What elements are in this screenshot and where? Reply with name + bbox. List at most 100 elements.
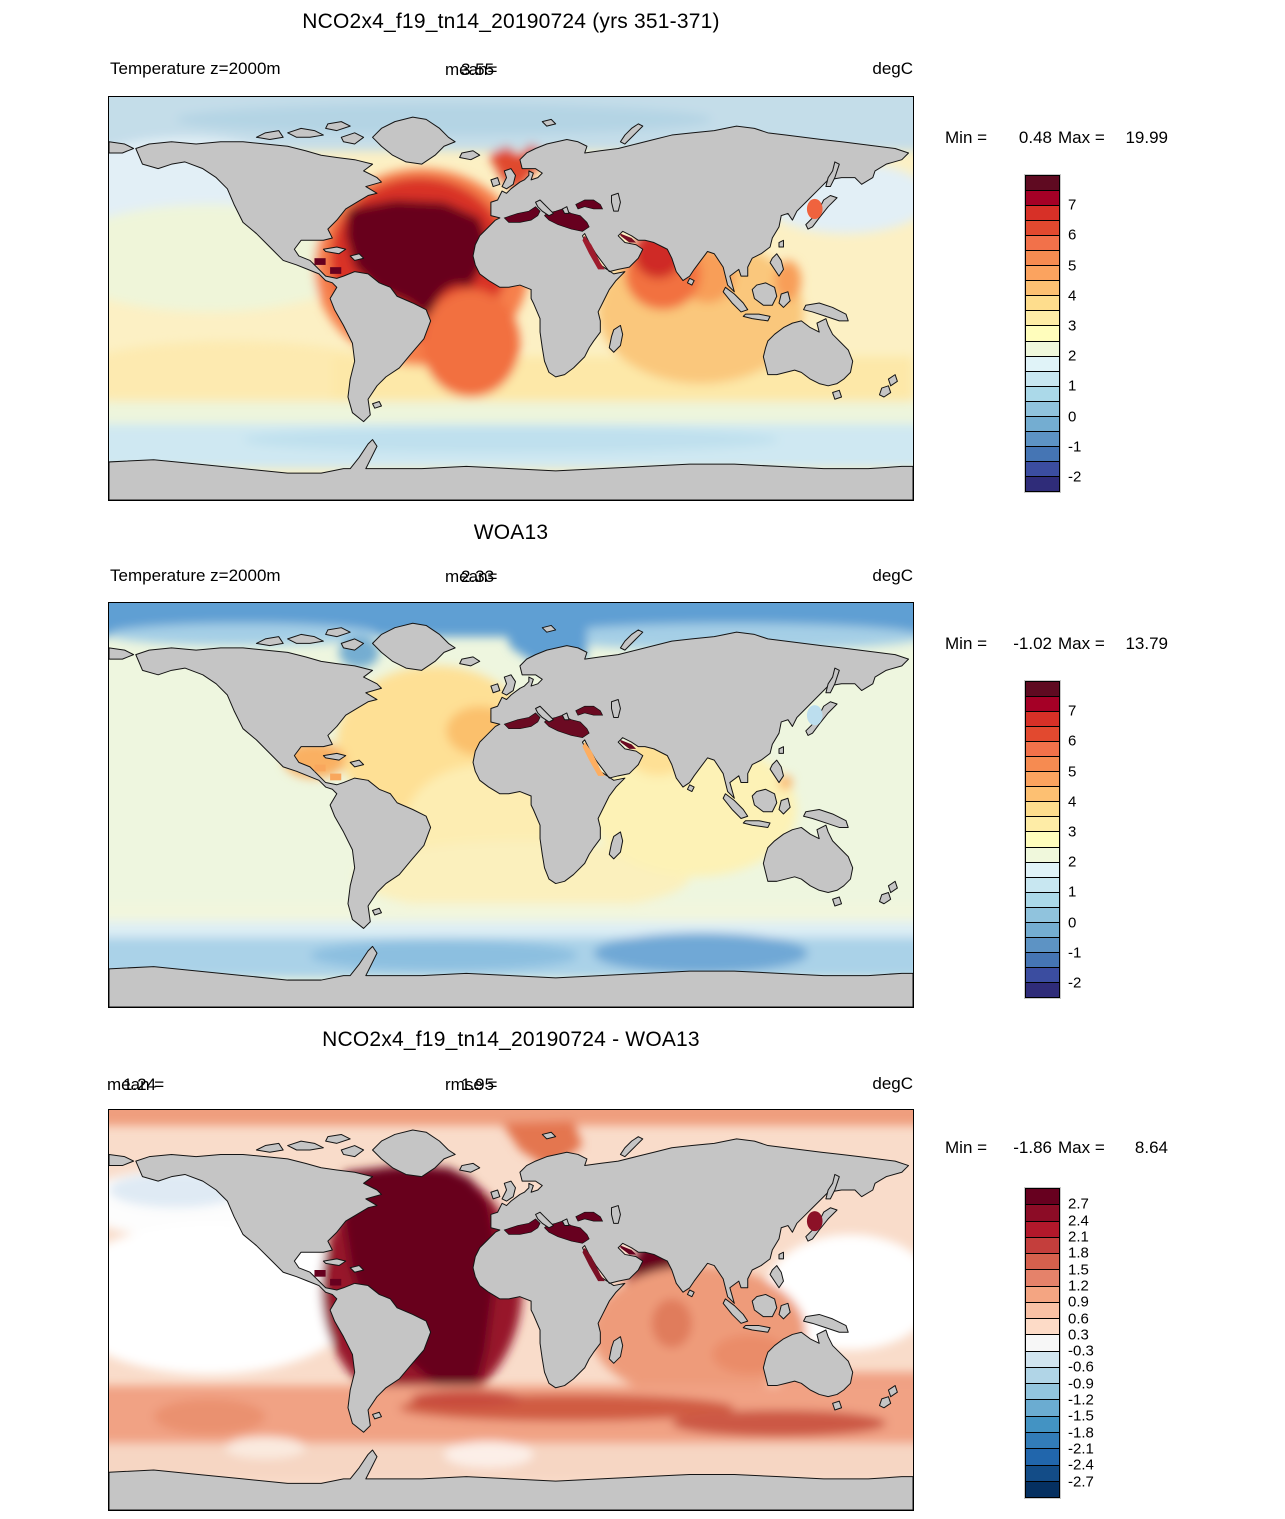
colorbar-cell bbox=[1026, 951, 1059, 967]
map-woa13 bbox=[108, 602, 914, 1008]
colorbar-tick-label: -2 bbox=[1068, 468, 1082, 486]
colorbar-tick-label: 1 bbox=[1068, 377, 1077, 395]
min-value: -1.02 bbox=[1013, 634, 1052, 653]
colorbar-cell bbox=[1026, 726, 1059, 742]
colorbar-cell bbox=[1026, 176, 1059, 191]
panel-title: WOA13 bbox=[473, 521, 549, 544]
colorbar-tick-label: 2.4 bbox=[1068, 1212, 1089, 1230]
colorbar-cell bbox=[1026, 235, 1059, 251]
colorbar-tick-label: -1.8 bbox=[1068, 1424, 1094, 1442]
colorbar-cell bbox=[1026, 325, 1059, 341]
colorbar-cell bbox=[1026, 1415, 1059, 1432]
colorbar-cell bbox=[1026, 816, 1059, 832]
colorbar-tick-label: -0.6 bbox=[1068, 1358, 1094, 1376]
colorbar-cell bbox=[1026, 1301, 1059, 1319]
rmse-label: rmse = bbox=[445, 1075, 498, 1094]
panel-title: NCO2x4_f19_tn14_20190724 (yrs 351-371) bbox=[302, 10, 720, 33]
colorbar bbox=[1025, 1188, 1060, 1498]
map-woa13-canvas bbox=[109, 603, 913, 1007]
colorbar-cell bbox=[1026, 310, 1059, 326]
variable-depth-label: Temperature z=2000m bbox=[110, 59, 281, 78]
colorbar-cell bbox=[1026, 1236, 1059, 1254]
colorbar-cell bbox=[1026, 1399, 1059, 1416]
variable-depth-label: Temperature z=2000m bbox=[110, 566, 281, 585]
colorbar-cell bbox=[1026, 220, 1059, 236]
mean-label: mean = bbox=[107, 1075, 165, 1094]
colorbar-ticks: 7 6 5 4 3 2 1 0 -1 -2 bbox=[1068, 175, 1128, 492]
colorbar-cell bbox=[1026, 340, 1059, 356]
colorbar-tick-label: 2 bbox=[1068, 347, 1077, 365]
colorbar-cell bbox=[1026, 801, 1059, 817]
colorbar-tick-label: 0.6 bbox=[1068, 1310, 1089, 1328]
colorbar-tick-label: 1.5 bbox=[1068, 1261, 1089, 1279]
colorbar-tick-label: 0.3 bbox=[1068, 1326, 1089, 1344]
colorbar-tick-label: -2.7 bbox=[1068, 1473, 1094, 1491]
colorbar-cell bbox=[1026, 696, 1059, 712]
colorbar-cell bbox=[1026, 415, 1059, 431]
min-label: Min = bbox=[945, 1138, 988, 1157]
colorbar-cell bbox=[1026, 861, 1059, 877]
colorbar-cell bbox=[1026, 682, 1059, 697]
colorbar-tick-label: -0.3 bbox=[1068, 1342, 1094, 1360]
max-value: 19.99 bbox=[1125, 128, 1168, 147]
colorbar-cell bbox=[1026, 771, 1059, 787]
map-diff bbox=[108, 1109, 914, 1511]
mean-value: 3.55 bbox=[461, 60, 495, 79]
colorbar-tick-label: -2.4 bbox=[1068, 1456, 1094, 1474]
colorbar-cell bbox=[1026, 445, 1059, 461]
mean-value: 1.24 bbox=[123, 1075, 157, 1094]
colorbar-tick-label: 1.2 bbox=[1068, 1277, 1089, 1295]
colorbar-tick-label: 4 bbox=[1068, 287, 1077, 305]
colorbar-cell bbox=[1026, 1269, 1059, 1286]
colorbar-ticks: 7 6 5 4 3 2 1 0 -1 -2 bbox=[1068, 681, 1128, 998]
map-diff-canvas bbox=[109, 1110, 913, 1510]
colorbar-tick-label: 5 bbox=[1068, 257, 1077, 275]
colorbar-tick-label: 4 bbox=[1068, 793, 1077, 811]
colorbar-cell bbox=[1026, 205, 1059, 221]
colorbar-cell bbox=[1026, 966, 1059, 982]
colorbar-tick-label: -1.2 bbox=[1068, 1391, 1094, 1409]
colorbar-cell bbox=[1026, 370, 1059, 386]
colorbar-cell bbox=[1026, 846, 1059, 862]
min-label: Min = bbox=[945, 634, 988, 653]
min-value: 0.48 bbox=[1018, 128, 1052, 147]
colorbar-tick-label: -2.1 bbox=[1068, 1440, 1094, 1458]
colorbar-cell bbox=[1026, 756, 1059, 772]
map-model bbox=[108, 96, 914, 501]
colorbar-tick-label: 2.1 bbox=[1068, 1228, 1089, 1246]
colorbar-cell bbox=[1026, 1318, 1059, 1335]
colorbar-tick-label: 7 bbox=[1068, 702, 1077, 720]
colorbar-tick-label: 2 bbox=[1068, 853, 1077, 871]
colorbar-tick-label: 1.8 bbox=[1068, 1244, 1089, 1262]
panel-title: NCO2x4_f19_tn14_20190724 - WOA13 bbox=[322, 1028, 700, 1051]
colorbar bbox=[1025, 175, 1060, 492]
colorbar-tick-label: -1 bbox=[1068, 944, 1082, 962]
colorbar-cell bbox=[1026, 1204, 1059, 1221]
max-label: Max = bbox=[1058, 1138, 1105, 1157]
colorbar-cell bbox=[1026, 1350, 1059, 1367]
temperature-field bbox=[109, 603, 913, 978]
colorbar-tick-label: 1 bbox=[1068, 883, 1077, 901]
colorbar-cell bbox=[1026, 190, 1059, 206]
colorbar-tick-label: 2.7 bbox=[1068, 1195, 1089, 1213]
colorbar-cell bbox=[1026, 400, 1059, 416]
rmse-value: 1.95 bbox=[461, 1075, 495, 1094]
units-label: degC bbox=[872, 1074, 913, 1093]
max-value: 8.64 bbox=[1134, 1138, 1168, 1157]
colorbar bbox=[1025, 681, 1060, 998]
colorbar-cell bbox=[1026, 1480, 1059, 1498]
units-label: degC bbox=[872, 59, 913, 78]
max-label: Max = bbox=[1058, 128, 1105, 147]
colorbar-cell bbox=[1026, 475, 1059, 491]
colorbar-cell bbox=[1026, 876, 1059, 892]
min-label: Min = bbox=[945, 128, 988, 147]
colorbar-tick-label: 6 bbox=[1068, 732, 1077, 750]
map-model-canvas bbox=[109, 97, 913, 500]
colorbar-tick-label: -0.9 bbox=[1068, 1375, 1094, 1393]
colorbar-cell bbox=[1026, 1220, 1059, 1237]
colorbar-cell bbox=[1026, 831, 1059, 847]
colorbar-tick-label: 0 bbox=[1068, 914, 1077, 932]
colorbar-tick-label: 5 bbox=[1068, 763, 1077, 781]
